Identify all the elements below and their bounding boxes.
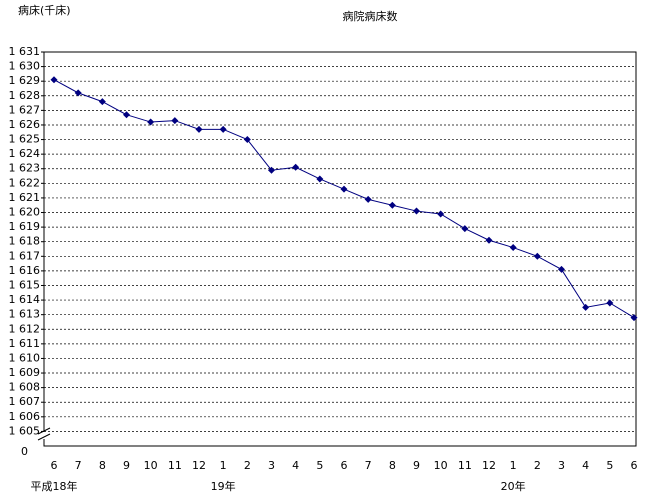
axis-break-gap xyxy=(40,432,48,439)
y-tick-label: 1 626 xyxy=(9,118,41,131)
y-tick-label: 1 618 xyxy=(9,235,41,248)
data-point xyxy=(485,236,493,244)
x-tick-label: 5 xyxy=(606,459,613,472)
x-tick-label: 6 xyxy=(341,459,348,472)
x-tick-label: 12 xyxy=(482,459,496,472)
plot-frame xyxy=(43,51,637,447)
series-line xyxy=(53,79,635,319)
x-tick-label: 9 xyxy=(123,459,130,472)
data-point xyxy=(364,195,372,203)
y-tick-label: 1 615 xyxy=(9,278,41,291)
y-tick-label: 1 624 xyxy=(9,147,41,160)
data-point xyxy=(413,207,420,215)
chart-title: 病院病床数 xyxy=(343,9,398,23)
y-tick-label: 1 621 xyxy=(9,191,41,204)
data-point xyxy=(461,225,469,233)
x-tick-label: 6 xyxy=(631,459,638,472)
y-tick-label: 1 628 xyxy=(9,89,41,102)
data-point xyxy=(582,303,590,311)
y-tick-label: 1 629 xyxy=(9,74,41,87)
x-tick-label: 3 xyxy=(268,459,275,472)
x-tick-label: 8 xyxy=(99,459,106,472)
x-tick-label: 9 xyxy=(413,459,420,472)
data-point xyxy=(340,185,348,193)
data-point xyxy=(388,201,396,209)
y-tick-label: 1 630 xyxy=(9,60,41,73)
y-axis-label: 病床(千床) xyxy=(18,3,71,17)
x-tick-label: 11 xyxy=(168,459,182,472)
y-tick-label: 1 627 xyxy=(9,103,41,116)
x-tick-label: 5 xyxy=(316,459,323,472)
x-group-label: 19年 xyxy=(211,479,236,493)
x-tick-label: 8 xyxy=(389,459,396,472)
y-tick-label: 1 616 xyxy=(9,264,41,277)
y-break-label: 0 xyxy=(21,445,28,458)
y-tick-label: 1 623 xyxy=(9,162,41,175)
x-tick-label: 7 xyxy=(75,459,82,472)
x-tick-label: 1 xyxy=(510,459,517,472)
x-tick-label: 10 xyxy=(144,459,158,472)
x-group-label: 平成18年 xyxy=(31,479,78,493)
y-tick-label: 1 609 xyxy=(9,366,41,379)
x-tick-label: 7 xyxy=(365,459,372,472)
data-point xyxy=(171,117,179,125)
y-tick-label: 1 612 xyxy=(9,322,41,335)
x-tick-label: 3 xyxy=(558,459,565,472)
x-tick-label: 4 xyxy=(292,459,299,472)
y-tick-label: 1 610 xyxy=(9,351,41,364)
data-point xyxy=(292,163,300,171)
data-point xyxy=(509,244,517,252)
axis-break xyxy=(37,427,51,441)
data-point xyxy=(630,314,638,322)
y-tick-label: 1 608 xyxy=(9,381,41,394)
x-group-label: 20年 xyxy=(501,479,526,493)
data-point xyxy=(606,299,614,307)
y-tick-label: 1 607 xyxy=(9,395,41,408)
x-tick-label: 4 xyxy=(582,459,589,472)
y-tick-label: 1 625 xyxy=(9,133,41,146)
data-point xyxy=(98,98,106,106)
y-tick-label: 1 605 xyxy=(9,424,41,437)
data-point xyxy=(533,252,541,260)
data-point xyxy=(243,136,251,144)
data-point xyxy=(74,89,82,97)
data-point xyxy=(558,265,565,273)
x-tick-label: 2 xyxy=(244,459,251,472)
y-tick-label: 1 617 xyxy=(9,249,41,262)
y-tick-label: 1 631 xyxy=(9,45,41,58)
data-point xyxy=(195,125,203,133)
data-point xyxy=(268,166,275,174)
y-tick-label: 1 611 xyxy=(9,337,41,350)
x-tick-label: 1 xyxy=(220,459,227,472)
y-tick-label: 1 622 xyxy=(9,176,41,189)
x-tick-label: 2 xyxy=(534,459,541,472)
data-point xyxy=(437,210,445,218)
x-tick-label: 6 xyxy=(51,459,58,472)
x-tick-label: 11 xyxy=(458,459,472,472)
data-point xyxy=(50,76,58,84)
data-point xyxy=(219,125,227,133)
y-tick-label: 1 620 xyxy=(9,206,41,219)
y-tick-label: 1 614 xyxy=(9,293,41,306)
y-tick-label: 1 613 xyxy=(9,308,41,321)
data-point xyxy=(316,175,324,183)
data-point xyxy=(123,111,130,119)
data-point xyxy=(147,118,155,126)
y-tick-label: 1 606 xyxy=(9,410,41,423)
y-tick-label: 1 619 xyxy=(9,220,41,233)
x-tick-label: 10 xyxy=(434,459,448,472)
x-tick-label: 12 xyxy=(192,459,206,472)
